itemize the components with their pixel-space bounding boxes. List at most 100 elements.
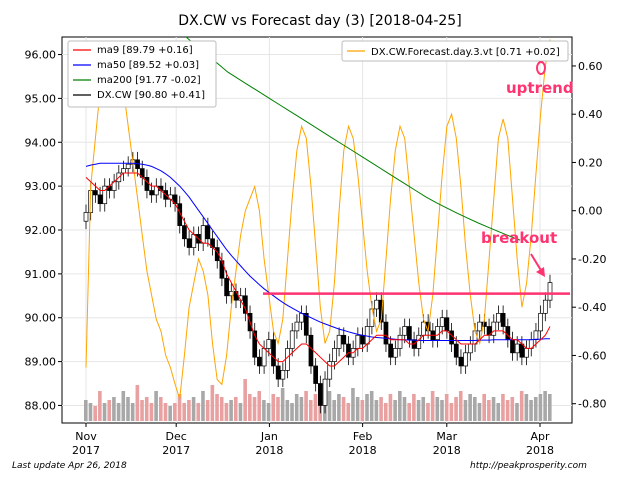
left-tick-label: 95.00 xyxy=(25,92,57,105)
candle-body xyxy=(505,326,511,341)
candle-body xyxy=(271,339,276,367)
candle-body xyxy=(500,312,506,327)
volume-bar xyxy=(154,391,158,421)
volume-bar xyxy=(463,400,468,421)
candle-body xyxy=(378,299,384,323)
candle-body xyxy=(125,163,131,169)
candle-body xyxy=(102,185,108,205)
candle-body xyxy=(252,330,258,358)
right-tick-label: 0.00 xyxy=(578,205,603,218)
left-tick-label: 93.00 xyxy=(25,180,57,193)
volume-bar xyxy=(393,400,397,421)
volume-bar xyxy=(135,385,140,421)
volume-bar xyxy=(177,394,182,421)
volume-bar xyxy=(543,391,547,421)
volume-bar xyxy=(449,403,454,421)
candle-body xyxy=(416,334,422,349)
volume-bar xyxy=(88,403,93,421)
volume-bar xyxy=(140,400,144,421)
volume-bar xyxy=(458,391,463,421)
volume-bar xyxy=(337,394,341,421)
volume-bar xyxy=(529,400,533,421)
volume-bar xyxy=(191,397,196,421)
volume-bar xyxy=(294,394,299,421)
volume-bar xyxy=(430,391,435,421)
volume-bar xyxy=(398,391,402,421)
volume-bar xyxy=(107,400,112,421)
volume-bar xyxy=(262,400,266,421)
volume-bar xyxy=(313,394,318,421)
volume-bar xyxy=(271,394,276,421)
left-tick-label: 89.00 xyxy=(25,356,57,369)
legend-left-label: ma9 [89.79 +0.16] xyxy=(97,45,193,56)
volume-bar xyxy=(487,400,491,421)
volume-bar xyxy=(468,394,472,421)
candle-body xyxy=(275,365,281,380)
volume-bar xyxy=(524,394,529,421)
legend-right-box xyxy=(341,40,569,62)
candle-body xyxy=(327,361,333,380)
volume-bar xyxy=(519,391,524,421)
volume-bar xyxy=(290,403,294,421)
uptrend-label: uptrend xyxy=(506,79,574,97)
volume-bar xyxy=(407,403,411,421)
volume-bar xyxy=(205,400,210,421)
volume-bar xyxy=(187,400,191,421)
candle-body xyxy=(374,299,379,310)
volume-bar xyxy=(158,397,163,421)
right-tick-label: 0.60 xyxy=(578,60,603,73)
volume-bar xyxy=(383,403,388,421)
candle-body xyxy=(444,317,450,332)
volume-bar xyxy=(402,397,407,421)
volume-bar xyxy=(482,394,486,421)
source-url-text: http://peakprosperity.com xyxy=(470,461,587,471)
candle-body xyxy=(289,330,295,349)
volume-bar xyxy=(196,403,201,421)
x-tick-label-year: 2018 xyxy=(349,444,377,457)
volume-bar xyxy=(248,394,252,421)
volume-bar xyxy=(215,394,219,421)
right-tick-label: -0.80 xyxy=(578,398,606,411)
volume-bar xyxy=(538,394,543,421)
volume-bar xyxy=(510,397,515,421)
volume-bar xyxy=(412,394,416,421)
candle-body xyxy=(397,334,403,349)
candle-body xyxy=(388,343,393,358)
candle-body xyxy=(317,383,323,406)
left-tick-label: 96.00 xyxy=(25,49,57,62)
candle-body xyxy=(280,370,286,380)
volume-bar xyxy=(276,397,280,421)
chart-title: DX.CW vs Forecast day (3) [2018-04-25] xyxy=(178,13,461,29)
x-tick-label-month: Feb xyxy=(353,430,372,443)
x-tick-label-month: Jan xyxy=(260,430,278,443)
volume-bar xyxy=(440,400,444,421)
candle-body xyxy=(449,330,454,345)
candle-body xyxy=(407,326,412,341)
uptrend-marker xyxy=(536,61,546,75)
candle-body xyxy=(332,348,337,362)
volume-bar xyxy=(144,397,149,421)
candle-body xyxy=(257,356,262,367)
candle-body xyxy=(519,343,525,358)
candle-body xyxy=(341,334,347,345)
candle-body xyxy=(392,348,398,358)
volume-bar xyxy=(168,406,172,421)
volume-bar xyxy=(219,397,224,421)
volume-bar xyxy=(505,400,510,421)
candle-body xyxy=(538,312,543,332)
volume-bar xyxy=(355,397,360,421)
legend-left-label: ma50 [89.52 +0.03] xyxy=(97,60,199,71)
right-tick-label: -0.60 xyxy=(578,349,606,362)
volume-bar xyxy=(112,397,116,421)
x-tick-label-month: Dec xyxy=(166,430,187,443)
volume-bar xyxy=(280,388,285,421)
candle-body xyxy=(243,295,248,314)
volume-bar xyxy=(130,403,135,421)
candle-body xyxy=(294,321,300,332)
candle-body xyxy=(144,177,150,191)
candle-body xyxy=(463,352,468,367)
last-update-text: Last update Apr 26, 2018 xyxy=(12,461,127,471)
ma9-line xyxy=(85,172,551,367)
left-tick-label: 92.00 xyxy=(25,224,57,237)
